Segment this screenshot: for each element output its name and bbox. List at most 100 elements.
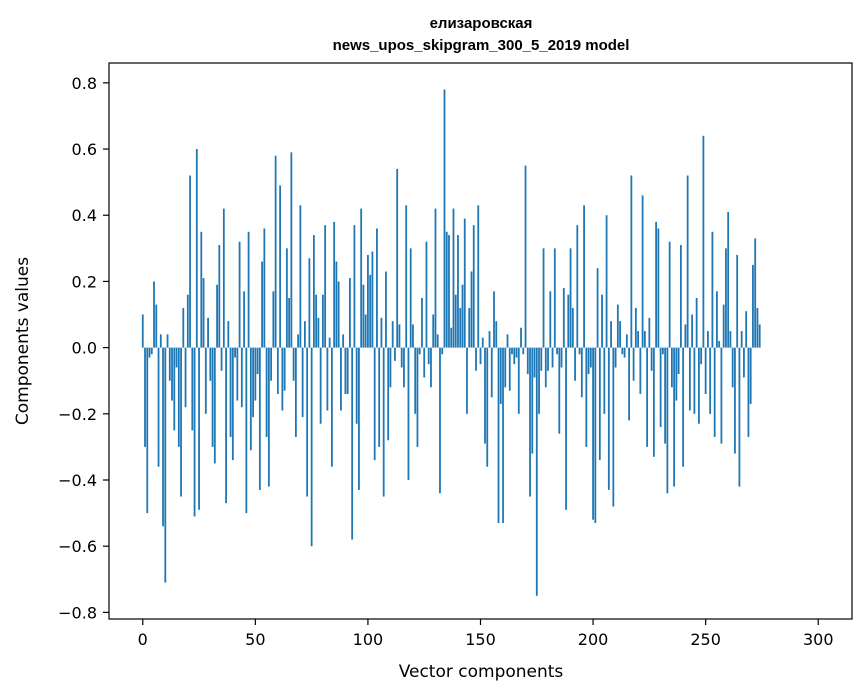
bar-223 (643, 331, 646, 348)
bar-7 (157, 347, 160, 467)
bar-198 (587, 347, 590, 375)
bar-87 (337, 281, 340, 348)
y-tick-label: 0.2 (72, 272, 97, 291)
bar-145 (468, 307, 471, 348)
chart-title-line-2: news_upos_skipgram_300_5_2019 model (333, 37, 630, 54)
bar-243 (688, 347, 691, 411)
bar-175 (535, 347, 538, 596)
bar-100 (367, 254, 369, 348)
bar-92 (349, 278, 351, 348)
bar-254 (713, 347, 716, 437)
bar-218 (632, 347, 635, 381)
bar-194 (578, 347, 581, 355)
bar-178 (542, 248, 545, 348)
bar-62 (281, 347, 284, 411)
bar-227 (652, 347, 655, 457)
bar-99 (364, 314, 367, 348)
bar-266 (740, 331, 743, 348)
bar-32 (213, 347, 216, 464)
bar-216 (628, 347, 630, 421)
bar-46 (245, 347, 248, 514)
bar-35 (220, 347, 223, 371)
bar-147 (472, 225, 475, 348)
bar-272 (754, 238, 757, 348)
bar-164 (511, 347, 513, 355)
bar-96 (358, 347, 360, 490)
bar-228 (655, 221, 658, 348)
bar-264 (736, 254, 739, 348)
bar-269 (747, 347, 750, 437)
bar-183 (553, 248, 556, 348)
y-axis-label: Components values (13, 257, 33, 425)
bar-109 (387, 347, 390, 441)
bar-13 (171, 347, 173, 401)
bar-151 (481, 337, 484, 348)
bar-30 (209, 347, 212, 381)
bar-211 (616, 304, 619, 348)
bar-88 (340, 347, 342, 411)
bar-156 (493, 291, 495, 348)
bar-265 (738, 347, 741, 487)
x-axis-ticks: 0 50 100 150 200 250 300 (138, 619, 834, 649)
bar-150 (479, 347, 482, 365)
bar-104 (376, 228, 378, 348)
y-tick-label: 0.8 (72, 74, 97, 93)
bar-232 (664, 347, 667, 444)
bar-184 (556, 347, 558, 355)
bar-95 (355, 347, 358, 424)
bar-247 (698, 347, 700, 424)
bar-234 (668, 241, 671, 348)
bar-248 (700, 347, 703, 365)
bar-68 (294, 347, 297, 437)
bar-249 (702, 135, 705, 348)
bars-group (141, 89, 761, 596)
bar-55 (265, 347, 268, 437)
bar-203 (598, 347, 601, 461)
bar-130 (434, 208, 437, 348)
bar-204 (601, 294, 603, 348)
bar-241 (684, 324, 687, 348)
bar-141 (459, 307, 462, 348)
bar-193 (576, 225, 579, 348)
bar-189 (567, 294, 570, 348)
bar-24 (195, 149, 198, 348)
bar-142 (461, 284, 464, 348)
bar-2 (146, 347, 149, 514)
bar-196 (583, 205, 585, 348)
bar-226 (650, 347, 653, 371)
bar-51 (256, 347, 259, 375)
bar-237 (675, 347, 678, 401)
bar-152 (484, 347, 486, 444)
bar-191 (571, 307, 574, 348)
bar-149 (477, 205, 480, 348)
bar-61 (279, 185, 282, 348)
bar-154 (488, 331, 491, 348)
bar-190 (569, 248, 572, 348)
bar-197 (585, 347, 588, 447)
bar-158 (497, 347, 500, 524)
bar-86 (335, 261, 338, 348)
bar-163 (508, 347, 511, 391)
bar-132 (439, 347, 441, 494)
bar-116 (403, 347, 405, 388)
bar-90 (344, 347, 347, 394)
bar-124 (421, 297, 423, 348)
bar-39 (229, 347, 232, 437)
bar-171 (526, 347, 529, 375)
bar-0 (141, 314, 144, 348)
bar-26 (200, 231, 203, 348)
bar-206 (605, 215, 608, 348)
x-axis-label: Vector components (399, 662, 564, 682)
bar-146 (470, 271, 473, 348)
bar-122 (416, 347, 419, 447)
bar-143 (463, 218, 466, 348)
bar-74 (308, 258, 311, 348)
bar-236 (673, 347, 676, 487)
bar-134 (443, 89, 446, 348)
bar-253 (711, 231, 714, 348)
bar-9 (162, 347, 164, 527)
bar-219 (634, 307, 637, 348)
bar-94 (353, 225, 356, 348)
bar-242 (686, 175, 689, 348)
bar-258 (722, 304, 725, 348)
